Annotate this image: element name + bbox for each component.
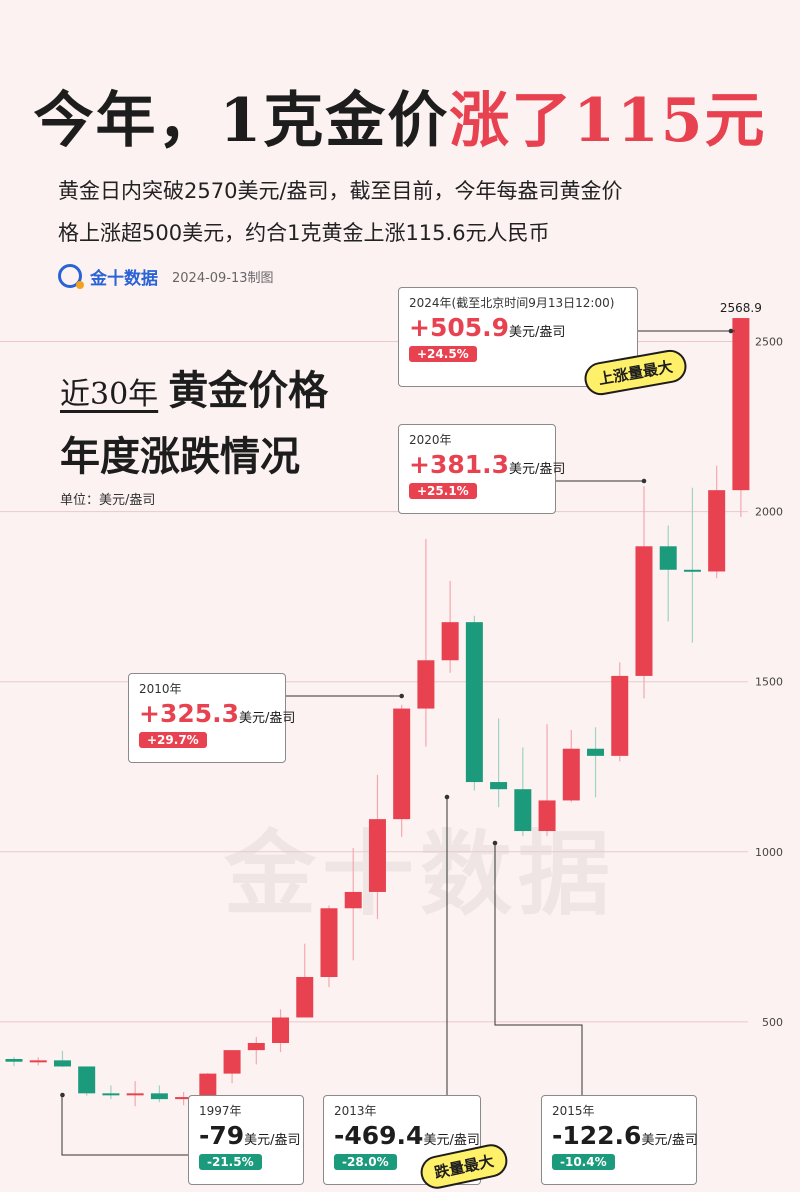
- subtitle-line1: 黄金日内突破2570美元/盎司，截至目前，今年每盎司黄金价: [58, 179, 623, 203]
- candle-body: [659, 546, 677, 570]
- annotation-pct: -28.0%: [334, 1154, 397, 1170]
- connector-dot: [399, 693, 404, 699]
- candle-body: [5, 1058, 23, 1062]
- annotation-year: 2024年(截至北京时间9月13日12:00): [409, 296, 615, 310]
- connector-dot: [641, 478, 647, 484]
- annotation-connector: [494, 843, 583, 1095]
- annotation-2020: 2020年 +381.3美元/盎司 +25.1%: [398, 424, 565, 514]
- annotation-value: +325.3: [139, 699, 240, 728]
- annotation-value: +381.3: [409, 450, 510, 479]
- chart-heading-line2: 年度涨跌情况: [60, 433, 300, 480]
- annotation-year: 2015年: [552, 1104, 595, 1118]
- annotation-unit: 美元/盎司: [509, 462, 566, 477]
- brand-bar: 金十数据 2024-09-13制图: [58, 262, 274, 290]
- candle-body: [635, 546, 653, 676]
- candle-body: [441, 622, 459, 661]
- last-value-label: 2568.9: [720, 301, 762, 315]
- candle-body: [272, 1017, 290, 1043]
- annotation-year: 2010年: [139, 682, 182, 696]
- chart-heading-part1: 近30年: [60, 377, 159, 412]
- annotation-value: -79: [199, 1121, 245, 1150]
- connector-dot: [444, 794, 450, 800]
- y-tick-label: 2500: [755, 336, 783, 349]
- candle-body: [150, 1093, 168, 1100]
- candle-body: [514, 789, 532, 832]
- annotation-pct: -10.4%: [552, 1154, 615, 1170]
- annotation-year: 2020年: [409, 433, 452, 447]
- watermark: 金十数据: [223, 821, 616, 928]
- candle-body: [393, 708, 411, 820]
- candle-body: [538, 800, 556, 832]
- annotation-value: -122.6: [552, 1121, 642, 1150]
- connector-dot: [492, 840, 498, 846]
- candle-body: [320, 908, 338, 977]
- candle-body: [732, 318, 750, 491]
- subtitle: 黄金日内突破2570美元/盎司，截至目前，今年每盎司黄金价 格上涨超500美元，…: [58, 170, 758, 254]
- candle-body: [490, 782, 508, 790]
- candle-body: [344, 891, 362, 909]
- candle-body: [683, 569, 701, 572]
- candle-body: [368, 819, 386, 892]
- title-red: 涨了115元: [449, 86, 767, 156]
- annotation-unit: 美元/盎司: [641, 1133, 698, 1148]
- candle-body: [126, 1093, 144, 1096]
- candle-body: [587, 748, 605, 756]
- annotation-pct: +29.7%: [139, 732, 207, 748]
- brand-logo-icon: [58, 264, 84, 289]
- annotation-2015: 2015年 -122.6美元/盎司 -10.4%: [541, 1095, 698, 1185]
- chart-heading: 近30年 黄金价格: [60, 358, 328, 416]
- y-tick-label: 500: [762, 1016, 783, 1029]
- y-tick-label: 1500: [755, 676, 783, 689]
- annotation-pct: +24.5%: [409, 346, 477, 362]
- candle-body: [296, 976, 314, 1018]
- annotation-connector: [61, 1095, 188, 1156]
- candle-body: [247, 1042, 265, 1051]
- brand-name: 金十数据: [90, 268, 158, 289]
- candle-body: [562, 748, 580, 801]
- candle-body: [175, 1097, 193, 1100]
- annotation-unit: 美元/盎司: [239, 711, 296, 726]
- page-title: 今年，1克金价涨了115元: [0, 72, 800, 159]
- candle-body: [611, 675, 629, 756]
- y-tick-label: 2000: [755, 506, 783, 519]
- annotation-1997: 1997年 -79美元/盎司 -21.5%: [188, 1095, 304, 1185]
- annotation-unit: 美元/盎司: [423, 1133, 480, 1148]
- candle-body: [102, 1093, 120, 1096]
- annotation-value: -469.4: [334, 1121, 424, 1150]
- chart-heading-part2: 黄金价格: [168, 367, 329, 414]
- connector-dot: [728, 328, 734, 334]
- candle-body: [223, 1050, 241, 1074]
- connector-dot: [60, 1092, 65, 1098]
- candle-body: [708, 490, 726, 572]
- title-black: 今年，1克金价: [33, 86, 450, 156]
- candle-body: [199, 1073, 217, 1098]
- subtitle-line2: 格上涨超500美元，约合1克黄金上涨115.6元人民币: [58, 221, 550, 245]
- chart-date: 2024-09-13制图: [172, 270, 274, 286]
- annotation-year: 1997年: [199, 1104, 242, 1118]
- unit-label: 单位：美元/盎司: [60, 493, 156, 508]
- annotation-year: 2013年: [334, 1104, 377, 1118]
- y-tick-label: 1000: [755, 846, 783, 859]
- annotation-2010: 2010年 +325.3美元/盎司 +29.7%: [128, 673, 295, 763]
- candle-body: [78, 1066, 96, 1094]
- candle-body: [29, 1060, 47, 1063]
- annotation-pct: +25.1%: [409, 483, 477, 499]
- candle-body: [417, 660, 435, 709]
- annotation-unit: 美元/盎司: [509, 325, 566, 340]
- annotation-value: +505.9: [409, 313, 510, 342]
- annotation-unit: 美元/盎司: [244, 1133, 301, 1148]
- candle-body: [53, 1060, 71, 1067]
- candle-body: [465, 622, 483, 783]
- annotation-pct: -21.5%: [199, 1154, 262, 1170]
